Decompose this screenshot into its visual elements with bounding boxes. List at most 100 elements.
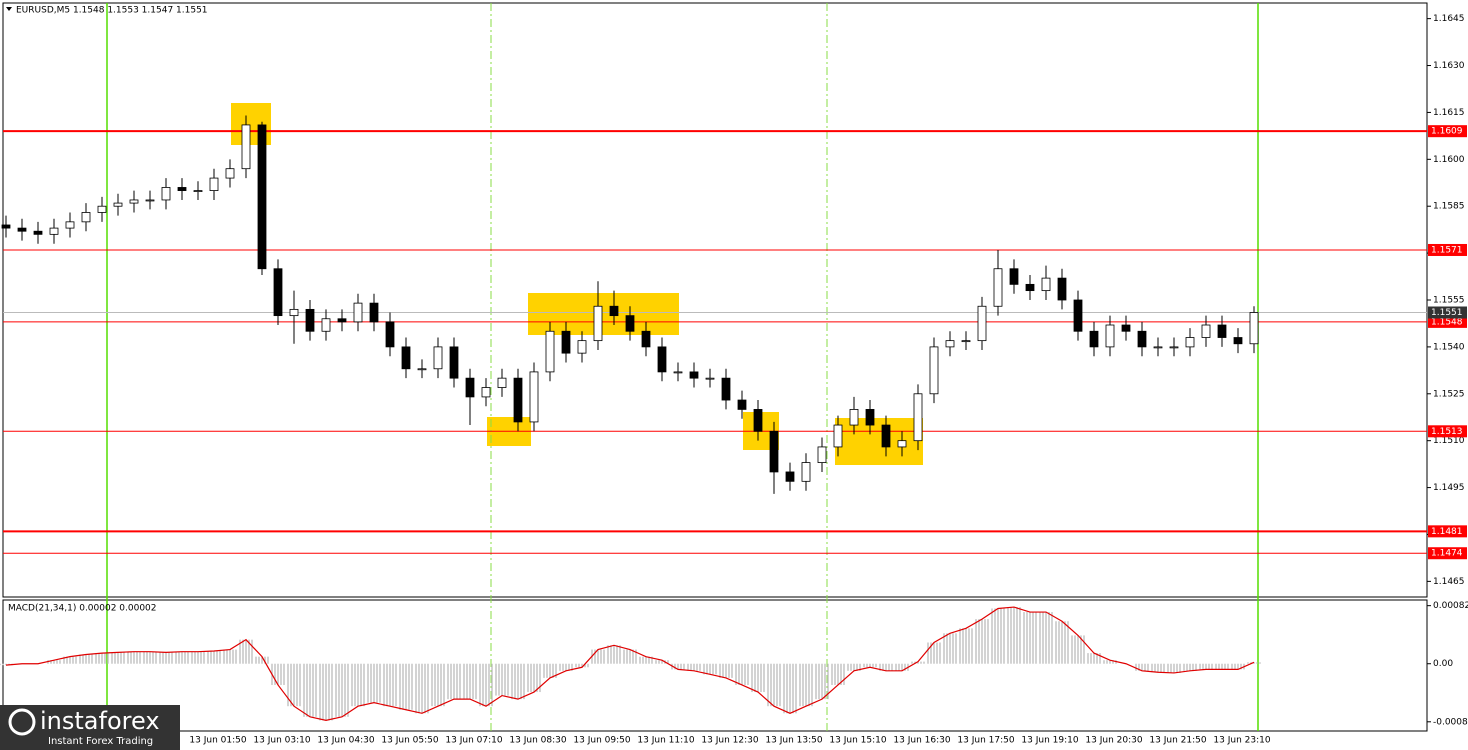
macd-title: MACD(21,34,1) 0.00002 0.00002 (8, 604, 157, 614)
candle-body (273, 268, 283, 317)
candle-body (897, 440, 907, 448)
y-tick-label: -0.00082 (1433, 717, 1468, 727)
candle-body (433, 346, 443, 370)
candle-body (1137, 330, 1147, 348)
candle-body (769, 430, 779, 473)
candle-body (225, 168, 235, 179)
y-tick-label: 1.1600 (1433, 155, 1465, 165)
candle-body (561, 330, 571, 354)
candle-body (913, 393, 923, 442)
x-tick-label: 13 Jun 08:30 (509, 736, 566, 746)
candle-body (689, 371, 699, 379)
y-tick-label: 1.1555 (1433, 296, 1465, 306)
x-tick-label: 13 Jun 16:30 (893, 736, 950, 746)
candle-body (881, 424, 891, 448)
candle-body (609, 305, 619, 317)
candle-body (1025, 283, 1035, 292)
chart-title: EURUSD,M5 1.1548 1.1553 1.1547 1.1551 (16, 6, 208, 16)
x-tick-label: 13 Jun 11:10 (637, 736, 694, 746)
y-tick-label: 1.1510 (1433, 436, 1465, 446)
candle-body (673, 371, 683, 374)
candle-body (529, 371, 539, 423)
candle-body (481, 387, 491, 398)
candle-body (1041, 277, 1051, 292)
candle-body (849, 409, 859, 426)
logo: instaforex Instant Forex Trading (0, 705, 180, 750)
candle-body (1089, 330, 1099, 348)
candle-body (113, 202, 123, 207)
candle-body (1105, 324, 1115, 348)
candle-body (161, 187, 171, 201)
x-tick-label: 13 Jun 21:50 (1149, 736, 1206, 746)
candle-body (977, 305, 987, 342)
candle-body (1169, 346, 1179, 349)
candle-body (1057, 277, 1067, 301)
y-tick-label: 1.1525 (1433, 389, 1465, 399)
x-tick-label: 13 Jun 19:10 (1021, 736, 1078, 746)
candle-body (81, 212, 91, 223)
y-tick-label: 1.1465 (1433, 577, 1465, 587)
y-tick-label: 1.1615 (1433, 108, 1465, 118)
candle-body (65, 221, 75, 229)
x-tick-label: 13 Jun 12:30 (701, 736, 758, 746)
candle-body (1009, 268, 1019, 285)
candle-body (1217, 324, 1227, 338)
x-tick-label: 13 Jun 01:50 (189, 736, 246, 746)
logo-name: instaforex (40, 707, 160, 735)
level-label-box (1428, 547, 1467, 560)
y-tick-label: 1.1645 (1433, 14, 1465, 24)
x-tick-label: 13 Jun 20:30 (1085, 736, 1142, 746)
candle-body (1, 224, 11, 229)
candle-body (449, 346, 459, 379)
candle-body (33, 230, 43, 235)
level-label-box (1428, 525, 1467, 538)
y-tick-label: 0.00 (1433, 659, 1453, 669)
candle-body (385, 321, 395, 348)
x-tick-label: 13 Jun 17:50 (957, 736, 1014, 746)
x-tick-label: 13 Jun 04:30 (317, 736, 374, 746)
time-markers (106, 3, 1259, 731)
candle-body (785, 471, 795, 482)
x-tick-label: 13 Jun 05:50 (381, 736, 438, 746)
logo-tagline: Instant Forex Trading (48, 736, 153, 747)
candle-body (401, 346, 411, 370)
candle-body (657, 346, 667, 373)
candle-body (577, 340, 587, 354)
title-arrow (6, 7, 12, 11)
x-tick-label: 13 Jun 13:50 (765, 736, 822, 746)
last-price-label: 1.1551 (1431, 308, 1463, 318)
candle-body (801, 462, 811, 482)
candle-body (1073, 299, 1083, 332)
highlight (835, 418, 923, 465)
level-label: 1.1609 (1431, 127, 1463, 137)
candle-body (833, 424, 843, 448)
x-tick-label: 13 Jun 15:10 (829, 736, 886, 746)
y-tick-label: 1.1540 (1433, 342, 1465, 352)
y-tick-label: 1.1630 (1433, 61, 1465, 71)
y-tick-label: 1.1495 (1433, 483, 1465, 493)
level-label-box (1428, 243, 1467, 256)
candle-body (465, 377, 475, 398)
candle-body (817, 446, 827, 463)
candle-body (305, 308, 315, 332)
candle-body (625, 315, 635, 332)
x-tick-label: 13 Jun 09:50 (573, 736, 630, 746)
candle-body (353, 302, 363, 323)
level-label: 1.1474 (1431, 549, 1463, 559)
level-label: 1.1548 (1431, 317, 1463, 327)
candle-body (945, 340, 955, 348)
candle-body (513, 377, 523, 423)
candle-body (1185, 337, 1195, 348)
candle-body (241, 124, 251, 170)
candle-body (129, 199, 139, 204)
candle-body (49, 227, 59, 235)
candle-body (545, 330, 555, 373)
level-label: 1.1571 (1431, 245, 1463, 255)
candle-body (337, 318, 347, 323)
level-label: 1.1513 (1431, 427, 1463, 437)
candle-body (209, 177, 219, 191)
x-tick-label: 13 Jun 03:10 (253, 736, 310, 746)
candle-body (865, 409, 875, 426)
